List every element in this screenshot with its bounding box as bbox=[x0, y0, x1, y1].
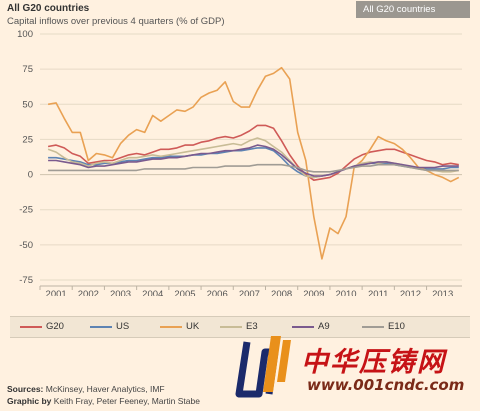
graphic-label: Graphic by bbox=[7, 396, 52, 406]
legend-label: US bbox=[116, 321, 130, 332]
graphic-credits: Keith Fray, Peter Feeney, Martin Stabe bbox=[53, 396, 200, 406]
legend-swatch bbox=[362, 325, 384, 328]
y-tick-label: 75 bbox=[22, 64, 33, 75]
chart-title: All G20 countries bbox=[7, 3, 90, 14]
legend-label: A9 bbox=[318, 321, 330, 332]
series-line-a9 bbox=[48, 144, 459, 177]
x-tick-label: 2006 bbox=[207, 289, 228, 296]
credits-line: Graphic by Keith Fray, Peter Feeney, Mar… bbox=[7, 396, 200, 406]
series-line-g20 bbox=[47, 124, 459, 181]
legend-label: E10 bbox=[388, 321, 405, 332]
x-tick-label: 2013 bbox=[432, 289, 453, 296]
y-tick-label: -75 bbox=[19, 275, 33, 286]
chart-legend: G20 US UK E3 A9 E10 bbox=[10, 316, 470, 338]
series-line-e3 bbox=[47, 137, 459, 179]
series-line-e10 bbox=[48, 163, 459, 173]
legend-label: E3 bbox=[246, 321, 258, 332]
x-tick-label: 2010 bbox=[335, 289, 356, 296]
legend-swatch bbox=[292, 325, 314, 328]
legend-swatch bbox=[220, 325, 242, 328]
y-tick-label: 0 bbox=[28, 170, 33, 181]
sources-text: McKinsey, Haver Analytics, IMF bbox=[45, 384, 165, 394]
watermark-chinese-text: 中华压铸网 bbox=[301, 347, 446, 378]
x-tick-label: 2005 bbox=[174, 289, 195, 296]
x-tick-label: 2004 bbox=[142, 289, 163, 296]
x-tick-label: 2008 bbox=[271, 289, 292, 296]
x-tick-label: 2009 bbox=[303, 289, 324, 296]
watermark-logo-icon bbox=[235, 336, 291, 398]
x-tick-label: 2003 bbox=[110, 289, 131, 296]
legend-swatch bbox=[90, 325, 112, 328]
y-tick-label: 50 bbox=[22, 99, 33, 110]
x-tick-label: 2012 bbox=[400, 289, 421, 296]
legend-item-g20: G20 bbox=[20, 321, 64, 332]
legend-swatch bbox=[160, 325, 182, 328]
watermark-url: www.001cndc.com bbox=[307, 376, 465, 394]
chart-subtitle: Capital inflows over previous 4 quarters… bbox=[7, 16, 225, 27]
legend-item-a9: A9 bbox=[292, 321, 330, 332]
series-line-uk bbox=[47, 66, 460, 260]
x-tick-label: 2007 bbox=[239, 289, 260, 296]
legend-item-e10: E10 bbox=[362, 321, 405, 332]
legend-item-us: US bbox=[90, 321, 129, 332]
legend-label: G20 bbox=[46, 321, 64, 332]
sources-label: Sources: bbox=[7, 384, 44, 394]
legend-item-uk: UK bbox=[160, 321, 199, 332]
legend-swatch bbox=[20, 325, 42, 328]
legend-label: UK bbox=[186, 321, 200, 332]
y-tick-label: -25 bbox=[19, 205, 33, 216]
sources-line: Sources: McKinsey, Haver Analytics, IMF bbox=[7, 384, 165, 394]
line-chart: 100 75 50 25 0 -25 -50 -75 2001 2002 2003 2004 2005 2… bbox=[17, 29, 462, 296]
x-tick-label: 2002 bbox=[78, 289, 99, 296]
watermark: 中华压铸网 www.001cndc.com bbox=[225, 332, 475, 402]
country-select-dropdown[interactable]: All G20 countries bbox=[356, 1, 470, 18]
y-tick-label: 100 bbox=[17, 29, 33, 40]
x-tick-label: 2001 bbox=[46, 289, 67, 296]
y-tick-label: -50 bbox=[19, 240, 33, 251]
y-tick-label: 25 bbox=[22, 134, 33, 145]
x-tick-label: 2011 bbox=[368, 289, 388, 296]
legend-item-e3: E3 bbox=[220, 321, 258, 332]
